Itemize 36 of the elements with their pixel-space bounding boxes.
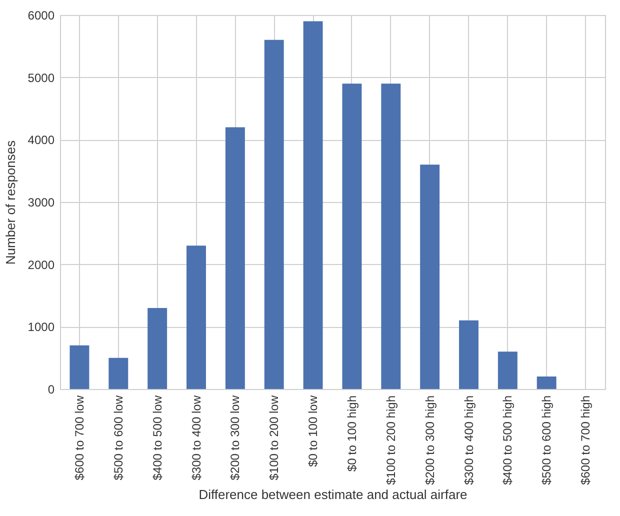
bar — [186, 246, 206, 389]
x-tick-label: $200 to 300 low — [228, 395, 242, 480]
bar — [148, 308, 168, 389]
x-tick-label: $400 to 500 low — [150, 395, 164, 480]
bar — [536, 376, 556, 389]
x-tick-label: $200 to 300 high — [422, 396, 437, 485]
x-tick-label: $100 to 200 low — [267, 395, 282, 480]
bar — [342, 84, 362, 389]
x-tick-label: $0 to 100 high — [344, 396, 359, 472]
y-axis-title: Number of responses — [2, 140, 18, 265]
y-tick-label: 2000 — [28, 258, 55, 272]
bar — [420, 164, 440, 389]
x-tick-label: $300 to 400 low — [189, 395, 204, 480]
y-tick-label: 4000 — [28, 133, 55, 148]
bar — [459, 320, 478, 389]
x-tick-label: $400 to 500 high — [500, 396, 515, 485]
x-tick-label: $500 to 600 high — [540, 396, 554, 485]
x-tick-label: $300 to 400 high — [462, 396, 476, 485]
x-tick-label: $100 to 200 high — [384, 396, 398, 485]
y-tick-label: 5000 — [28, 70, 55, 85]
bar — [303, 21, 323, 389]
y-tick-label: 6000 — [28, 8, 55, 22]
x-axis-title: Difference between estimate and actual airfare — [198, 486, 468, 502]
y-tick-label: 0 — [48, 382, 55, 396]
bar — [381, 84, 401, 389]
bar — [108, 358, 128, 389]
y-tick-label: 1000 — [28, 320, 55, 334]
bar — [264, 40, 284, 389]
bar — [498, 352, 518, 389]
x-tick-label: $0 to 100 low — [306, 395, 320, 467]
x-tick-label: $600 to 700 high — [578, 396, 593, 485]
bar — [225, 127, 245, 389]
x-tick-label: $600 to 700 low — [72, 395, 86, 480]
x-tick-label: $500 to 600 low — [111, 395, 126, 480]
bar — [70, 345, 90, 389]
y-tick-label: 3000 — [28, 196, 55, 210]
